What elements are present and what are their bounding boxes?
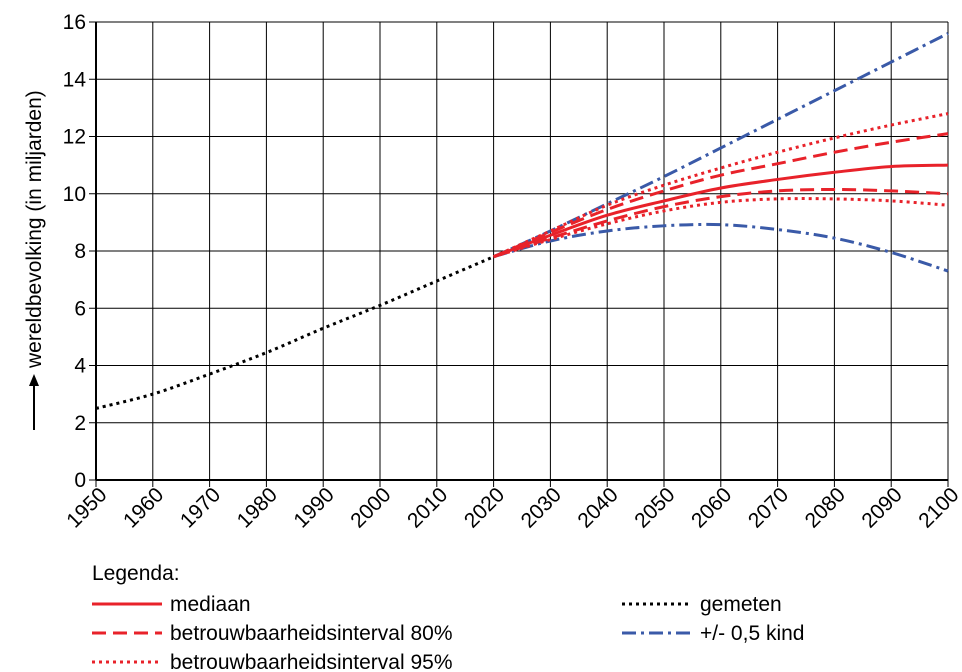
axes bbox=[89, 21, 949, 487]
x-tick-label: 1970 bbox=[176, 483, 225, 532]
series-line-1 bbox=[493, 163, 949, 259]
series-lines bbox=[95, 32, 949, 410]
grid bbox=[95, 21, 949, 481]
x-tick-label: 1990 bbox=[289, 483, 338, 532]
y-tick-label: 0 bbox=[74, 469, 86, 492]
x-tick-label: 2010 bbox=[403, 483, 452, 532]
series-line-0 bbox=[95, 255, 495, 410]
y-tick-label: 12 bbox=[63, 126, 86, 149]
x-tick-label: 2040 bbox=[573, 483, 622, 532]
y-axis-title: wereldbevolking (in miljarden) bbox=[23, 90, 46, 369]
y-tick-label: 10 bbox=[63, 183, 86, 206]
x-tick-label: 1980 bbox=[233, 483, 282, 532]
legend-label: betrouwbaarheidsinterval 95% bbox=[170, 651, 453, 672]
y-tick-label: 8 bbox=[74, 240, 86, 263]
y-tick-label: 4 bbox=[74, 355, 86, 378]
legend-title: Legenda: bbox=[92, 562, 180, 585]
legend-label: mediaan bbox=[170, 593, 251, 616]
x-tick-label: 2080 bbox=[801, 483, 850, 532]
y-tick-label: 2 bbox=[74, 412, 86, 435]
y-tick-label: 6 bbox=[74, 297, 86, 320]
x-tick-label: 2000 bbox=[346, 483, 395, 532]
x-tick-label: 2060 bbox=[687, 483, 736, 532]
y-tick-label: 16 bbox=[63, 11, 86, 34]
tick-labels: 1950 1960 1970 1980 1990 2000 2010 2020 2030 2040… bbox=[62, 11, 962, 533]
x-tick-label: 1960 bbox=[119, 483, 168, 532]
x-tick-label: 1950 bbox=[62, 483, 111, 532]
x-tick-label: 2050 bbox=[630, 483, 679, 532]
legend-label: +/- 0,5 kind bbox=[700, 622, 804, 645]
y-axis-title-group: wereldbevolking (in miljarden) bbox=[23, 90, 46, 430]
x-tick-label: 2070 bbox=[744, 483, 793, 532]
y-tick-label: 14 bbox=[63, 68, 87, 91]
x-tick-label: 2020 bbox=[460, 483, 509, 532]
x-tick-label: 2030 bbox=[517, 483, 566, 532]
x-tick-label: 2090 bbox=[857, 483, 906, 532]
series-line-5 bbox=[493, 197, 949, 259]
x-tick-label: 2100 bbox=[914, 483, 962, 532]
legend: Legenda: mediaan betrouwbaarheidsinterval… bbox=[92, 562, 804, 672]
y-axis-arrow-head bbox=[29, 374, 39, 386]
legend-label: betrouwbaarheidsinterval 80% bbox=[170, 622, 453, 645]
series-line-6 bbox=[492, 32, 949, 259]
series-line-3 bbox=[493, 187, 949, 259]
legend-label: gemeten bbox=[700, 593, 782, 616]
series-line-2 bbox=[493, 132, 949, 259]
series-line-7 bbox=[493, 222, 949, 273]
